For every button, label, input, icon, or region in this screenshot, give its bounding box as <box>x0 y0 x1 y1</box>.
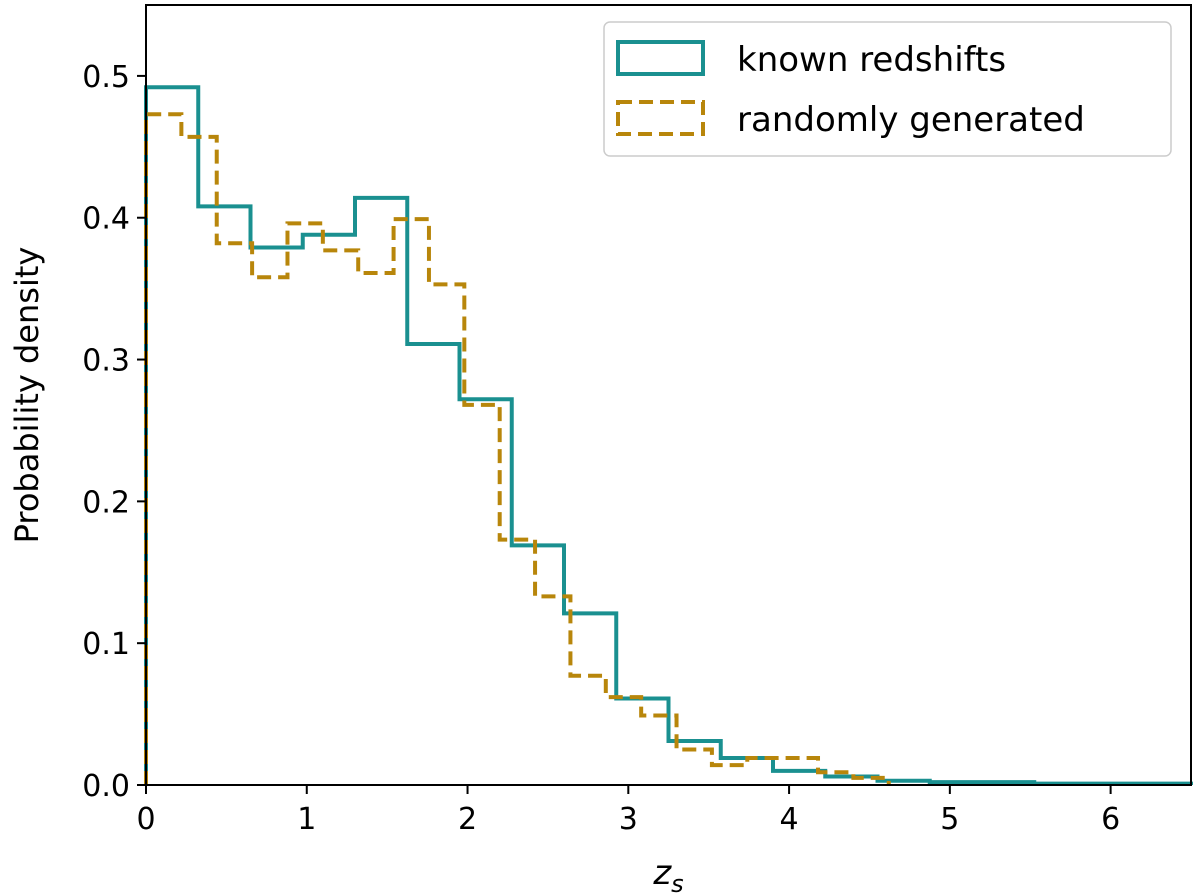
x-axis-ticks: 0 1 2 3 4 5 6 <box>136 785 1120 837</box>
y-tick-label: 0.3 <box>82 344 130 379</box>
histogram-series-known-redshifts <box>144 85 1193 786</box>
x-tick-label: 2 <box>458 802 477 837</box>
y-tick-label: 0.4 <box>82 202 130 237</box>
x-tick-label: 0 <box>136 802 155 837</box>
x-axis-label-main: z <box>652 853 672 893</box>
legend-swatch-known-redshifts <box>616 40 705 76</box>
legend-label-known-redshifts: known redshifts <box>737 40 1006 80</box>
histogram-series-randomly-generated <box>144 112 891 785</box>
y-tick-label: 0.1 <box>82 627 130 662</box>
legend-box <box>603 21 1172 157</box>
legend-swatch-randomly-generated <box>616 100 705 136</box>
y-tick-label: 0.5 <box>82 60 130 95</box>
legend: known redshifts randomly generated <box>603 21 1172 157</box>
x-tick-label: 3 <box>619 802 638 837</box>
y-tick-label: 0.2 <box>82 485 130 520</box>
y-axis-label: Probability density <box>8 247 46 544</box>
x-tick-label: 4 <box>780 802 799 837</box>
x-tick-label: 5 <box>940 802 959 837</box>
x-axis-label-subscript: s <box>671 870 684 896</box>
x-axis-label: zs <box>652 853 683 896</box>
x-tick-label: 1 <box>297 802 316 837</box>
y-axis-ticks: 0.0 0.1 0.2 0.3 0.4 0.5 <box>82 60 146 804</box>
x-tick-label: 6 <box>1101 802 1120 837</box>
plot-area <box>144 85 1193 786</box>
plot-frame <box>145 4 1192 786</box>
y-tick-label: 0.0 <box>82 769 130 804</box>
legend-label-randomly-generated: randomly generated <box>737 100 1085 140</box>
